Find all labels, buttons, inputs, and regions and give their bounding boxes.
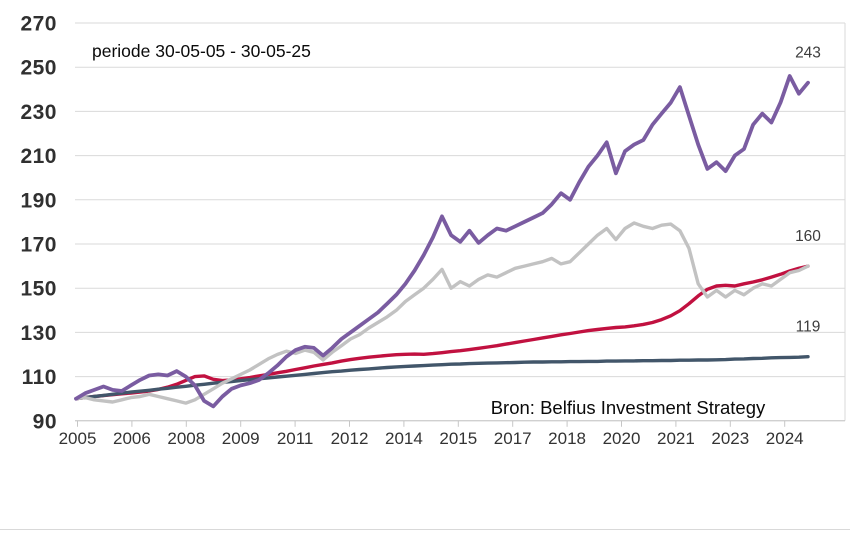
- x-tick-label: 2014: [385, 429, 423, 448]
- y-tick-label: 150: [20, 278, 57, 301]
- y-tick-label: 90: [33, 410, 57, 433]
- x-tick-label: 2009: [222, 429, 260, 448]
- source-note: Bron: Belfius Investment Strategy: [491, 397, 766, 418]
- series-line-30-aandelen-70-obligaties: [74, 74, 810, 409]
- y-tick-label: 250: [20, 57, 57, 80]
- series-end-label-30-aandelen-70-obligaties: 243: [795, 45, 821, 62]
- y-tick-label: 190: [20, 189, 57, 212]
- line-chart: 90 110 130 150 170 190 210 230 250 270 2005 2006 200…: [20, 13, 846, 448]
- y-tick-label: 210: [20, 145, 57, 168]
- x-tick-label: 2006: [113, 429, 151, 448]
- x-tick-label: 2011: [277, 429, 314, 448]
- series-end-label-spaarrekening: 119: [796, 319, 821, 336]
- series-end-label-inflatie: 160: [795, 228, 821, 245]
- bottom-divider: [0, 529, 850, 530]
- x-tick-label: 2005: [59, 429, 97, 448]
- y-tick-label: 110: [22, 366, 57, 389]
- x-tick-label: 2008: [167, 429, 205, 448]
- legend: Inflatie Spaarrekening Obligatie-index 3…: [0, 455, 850, 528]
- x-tick-label: 2017: [494, 429, 532, 448]
- y-tick-label: 230: [20, 101, 57, 124]
- x-tick-label: 2024: [766, 429, 804, 448]
- x-tick-label: 2021: [657, 429, 695, 448]
- y-tick-label: 170: [20, 234, 57, 257]
- y-tick-label: 130: [20, 322, 57, 345]
- series-line-inflatie: [74, 264, 810, 401]
- x-tick-label: 2015: [439, 429, 477, 448]
- x-tick-label: 2020: [603, 429, 641, 448]
- period-annotation: periode 30-05-05 - 30-05-25: [92, 41, 311, 61]
- series-line-obligatie-index: [74, 221, 810, 405]
- y-tick-label: 270: [20, 13, 57, 36]
- plot-area: 90 110 130 150 170 190 210 230 250 270 2005 2006 200…: [20, 13, 846, 448]
- x-tick-label: 2023: [711, 429, 749, 448]
- x-tick-label: 2012: [331, 429, 369, 448]
- series-line-spaarrekening: [74, 355, 810, 401]
- x-tick-label: 2018: [548, 429, 586, 448]
